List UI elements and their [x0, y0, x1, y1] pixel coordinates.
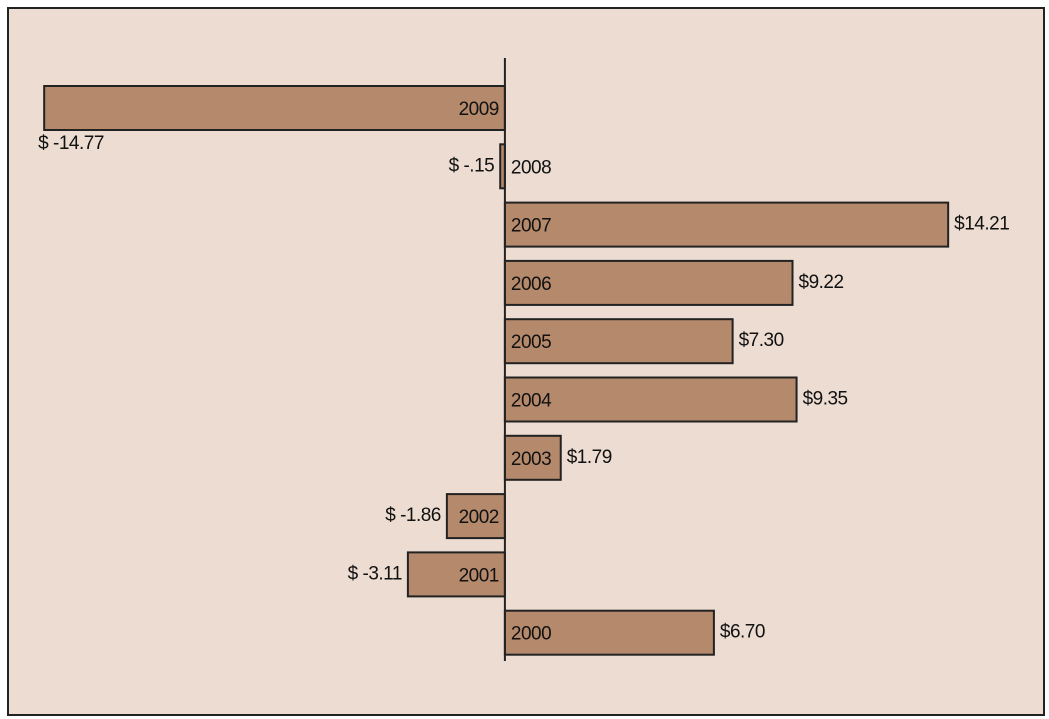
category-label: 2007	[511, 216, 551, 237]
bar	[503, 609, 715, 656]
category-label: 2002	[459, 507, 499, 528]
bar	[406, 551, 506, 598]
category-label: 2004	[511, 391, 552, 412]
category-label: 2003	[511, 449, 551, 470]
bar	[503, 434, 562, 481]
bar	[503, 201, 950, 248]
value-label: $9.35	[803, 389, 848, 410]
value-label: $14.21	[954, 214, 1009, 235]
category-label: 2006	[511, 274, 551, 295]
bar	[503, 318, 734, 365]
category-label: 2005	[511, 332, 551, 353]
bar	[43, 85, 506, 131]
value-label: $ -1.86	[385, 505, 441, 526]
value-label: $1.79	[567, 447, 612, 468]
value-label: $7.30	[739, 330, 784, 351]
value-label: $ -.15	[449, 155, 495, 176]
plot-area: 2009 $ -14.77 2008 $ -.15 2007 $14.21 2006 $9.2…	[38, 85, 1010, 656]
category-label: 2008	[511, 157, 551, 178]
bar	[503, 376, 798, 423]
value-label: $6.70	[720, 622, 765, 643]
bar	[503, 259, 794, 306]
value-label: $ -3.11	[348, 563, 402, 584]
category-label: 2001	[459, 565, 499, 586]
category-label: 2009	[459, 99, 499, 120]
value-label: $9.22	[799, 272, 844, 293]
category-label: 2000	[511, 624, 551, 645]
value-label: $ -14.77	[38, 133, 104, 154]
bar	[445, 493, 506, 540]
